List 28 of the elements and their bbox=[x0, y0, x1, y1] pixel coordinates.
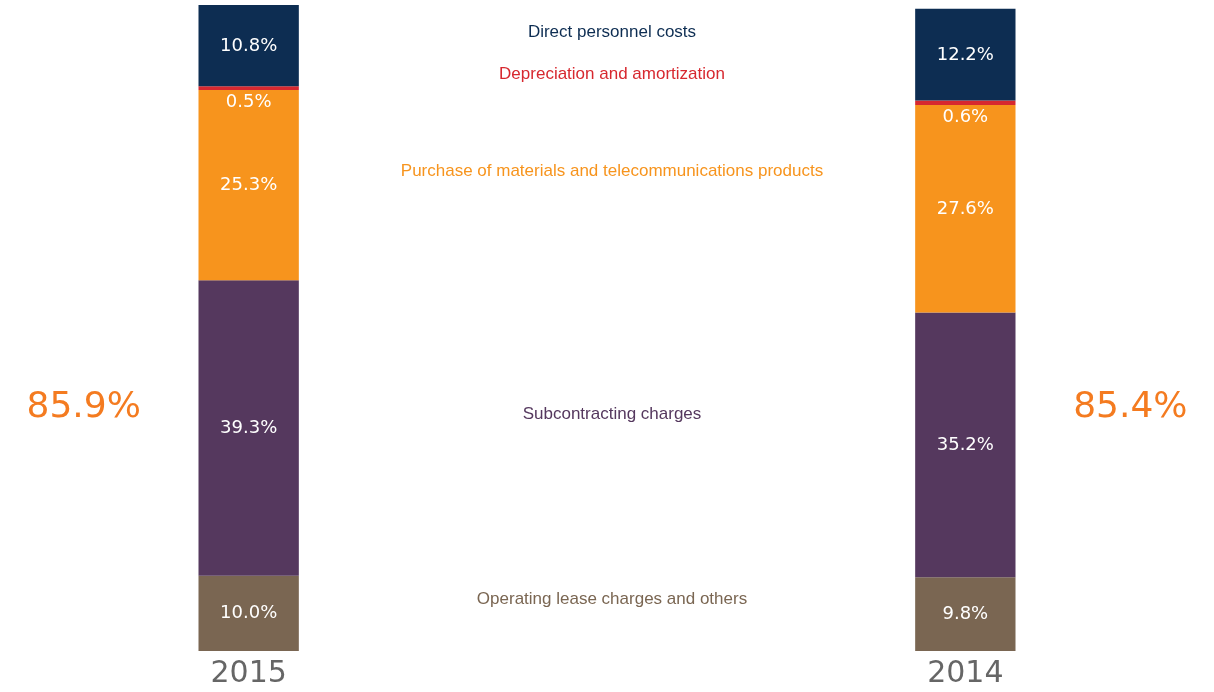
data-label: 25.3% bbox=[220, 173, 278, 195]
data-label: 10.8% bbox=[220, 33, 278, 55]
data-label: 39.3% bbox=[220, 416, 278, 438]
text: Purchase of materials and telecommunications products bbox=[400, 161, 824, 181]
bar bbox=[915, 312, 1016, 578]
text: Direct personnel costs bbox=[527, 21, 697, 41]
data-label: 0.6% bbox=[942, 105, 989, 127]
bar bbox=[915, 8, 1016, 101]
data-label: 10.0% bbox=[220, 601, 278, 623]
data-label: 12.2% bbox=[936, 42, 994, 64]
data-label: 27.6% bbox=[936, 196, 994, 218]
text: Subcontracting charges bbox=[522, 404, 702, 424]
bar bbox=[198, 575, 299, 651]
bar bbox=[915, 577, 1016, 651]
text: Operating lease charges and others bbox=[476, 589, 748, 609]
total-label: 85.4% bbox=[1073, 383, 1188, 425]
data-label: 35.2% bbox=[936, 432, 994, 454]
bar bbox=[198, 280, 299, 576]
data-label: 9.8% bbox=[942, 602, 989, 624]
bar bbox=[198, 89, 299, 281]
text: Depreciation and amortization bbox=[499, 64, 725, 84]
total-label: 85.9% bbox=[26, 383, 141, 425]
bar bbox=[198, 86, 299, 90]
bar bbox=[915, 105, 1016, 313]
x-tick-label: 2014 bbox=[927, 653, 1004, 689]
bar bbox=[198, 5, 299, 87]
x-tick-label: 2015 bbox=[210, 653, 287, 689]
data-label: 0.5% bbox=[225, 89, 272, 111]
